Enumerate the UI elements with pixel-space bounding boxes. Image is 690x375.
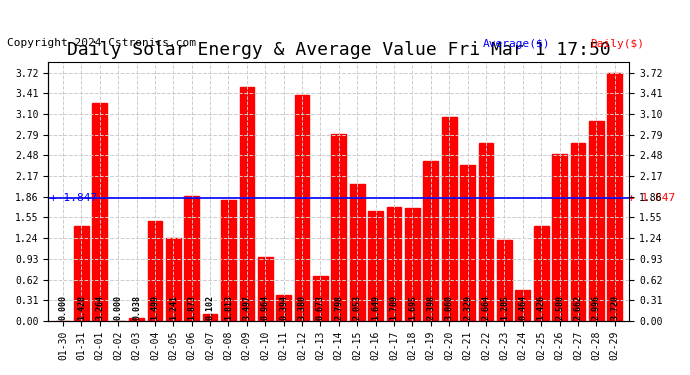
Text: 2.500: 2.500 (555, 295, 564, 320)
Text: Daily($): Daily($) (590, 39, 644, 50)
Bar (552, 154, 567, 321)
Bar (258, 256, 273, 321)
Text: 3.060: 3.060 (444, 295, 454, 320)
Bar (313, 276, 328, 321)
Bar (460, 165, 475, 321)
Bar (405, 208, 420, 321)
Bar (148, 221, 162, 321)
Text: 2.053: 2.053 (353, 295, 362, 320)
Text: 0.673: 0.673 (316, 295, 325, 320)
Bar (571, 143, 585, 321)
Text: 1.499: 1.499 (150, 295, 159, 320)
Text: 1.426: 1.426 (537, 295, 546, 320)
Bar (368, 211, 383, 321)
Bar (479, 143, 493, 321)
Text: 1.205: 1.205 (500, 295, 509, 320)
Text: Copyright 2024 Cstronics.com: Copyright 2024 Cstronics.com (7, 38, 196, 48)
Text: 1.873: 1.873 (187, 295, 196, 320)
Text: 3.380: 3.380 (297, 295, 306, 320)
Bar (534, 226, 549, 321)
Bar (607, 72, 622, 321)
Text: 0.394: 0.394 (279, 295, 288, 320)
Bar (203, 314, 217, 321)
Bar (239, 87, 254, 321)
Text: 1.813: 1.813 (224, 295, 233, 320)
Text: 3.720: 3.720 (610, 295, 619, 320)
Text: 1.649: 1.649 (371, 295, 380, 320)
Bar (515, 290, 530, 321)
Bar (386, 207, 402, 321)
Text: 2.398: 2.398 (426, 295, 435, 320)
Bar (166, 238, 181, 321)
Text: 3.264: 3.264 (95, 295, 104, 320)
Text: 1.428: 1.428 (77, 295, 86, 320)
Bar (92, 103, 107, 321)
Text: 3.497: 3.497 (242, 295, 251, 320)
Bar (424, 161, 438, 321)
Text: 0.464: 0.464 (518, 295, 527, 320)
Bar (276, 295, 291, 321)
Text: 1.695: 1.695 (408, 295, 417, 320)
Title: Daily Solar Energy & Average Value Fri Mar 1 17:50: Daily Solar Energy & Average Value Fri M… (67, 41, 611, 59)
Bar (350, 184, 364, 321)
Bar (74, 226, 89, 321)
Text: 2.996: 2.996 (592, 295, 601, 320)
Text: Average($): Average($) (483, 39, 551, 50)
Text: 0.000: 0.000 (114, 295, 123, 320)
Text: 2.798: 2.798 (335, 295, 344, 320)
Text: 2.662: 2.662 (573, 295, 582, 320)
Bar (331, 134, 346, 321)
Text: 0.102: 0.102 (206, 295, 215, 320)
Bar (295, 95, 309, 321)
Text: 2.664: 2.664 (482, 295, 491, 320)
Text: 0.038: 0.038 (132, 295, 141, 320)
Text: + 1.847: + 1.847 (50, 193, 97, 202)
Text: + 1.847: + 1.847 (628, 193, 675, 202)
Bar (184, 196, 199, 321)
Bar (589, 121, 604, 321)
Bar (129, 318, 144, 321)
Text: 1.241: 1.241 (169, 295, 178, 320)
Text: 2.329: 2.329 (463, 295, 472, 320)
Bar (221, 200, 236, 321)
Text: 0.964: 0.964 (261, 295, 270, 320)
Text: 1.709: 1.709 (390, 295, 399, 320)
Bar (497, 240, 512, 321)
Bar (442, 117, 457, 321)
Text: 0.000: 0.000 (59, 295, 68, 320)
